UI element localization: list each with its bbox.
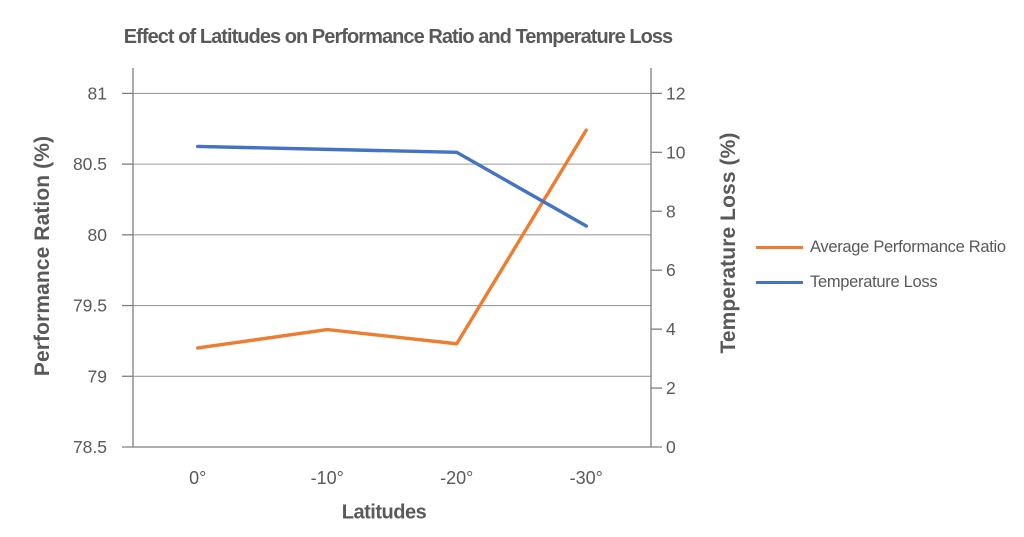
- legend-swatch-average-performance-ratio: [756, 246, 803, 249]
- legend-item-temperature-loss: Temperature Loss: [756, 265, 1006, 300]
- chart-title: Effect of Latitudes on Performance Ratio…: [123, 26, 673, 48]
- y-axis-left-tick-label: 79: [88, 366, 107, 386]
- y-axis-right-tick-label: 10: [666, 142, 686, 162]
- x-axis-tick-label: -20°: [440, 468, 473, 488]
- y-axis-left-tick-label: 80.5: [73, 154, 107, 174]
- y-axis-right-tick-label: 2: [666, 378, 676, 398]
- legend-label-average-performance-ratio: Average Performance Ratio: [810, 238, 1006, 256]
- y-axis-left-tick-label: 81: [88, 83, 107, 103]
- y-axis-left-tick-label: 79.5: [73, 296, 107, 316]
- x-axis-tick-label: -30°: [570, 468, 603, 488]
- legend-label-temperature-loss: Temperature Loss: [810, 273, 938, 291]
- y-axis-right-tick-label: 8: [666, 201, 676, 221]
- series-lines: [196, 128, 588, 350]
- y-axis-right-tick-label: 12: [666, 83, 685, 103]
- x-axis-tick-label: 0°: [189, 468, 206, 488]
- y-axis-right-tick-label: 6: [666, 260, 676, 280]
- legend-swatch-temperature-loss: [756, 281, 803, 284]
- legend: Average Performance Ratio Temperature Lo…: [756, 230, 1006, 300]
- y-axis-left-tick-label: 78.5: [73, 437, 107, 457]
- legend-item-average-performance-ratio: Average Performance Ratio: [756, 230, 1006, 265]
- axis-lines: [122, 68, 662, 448]
- grid-lines: [133, 92, 651, 377]
- y-axis-left-tick-label: 80: [88, 225, 108, 245]
- x-axis-tick-label: -10°: [311, 468, 344, 488]
- y-axis-right-tick-label: 0: [666, 437, 676, 457]
- y-axis-right-tick-label: 4: [666, 319, 676, 339]
- series-line-average-performance-ratio: [196, 128, 588, 350]
- series-line-temperature-loss: [196, 144, 588, 228]
- axis-ticks: [122, 92, 662, 389]
- x-axis-title: Latitudes: [341, 501, 427, 524]
